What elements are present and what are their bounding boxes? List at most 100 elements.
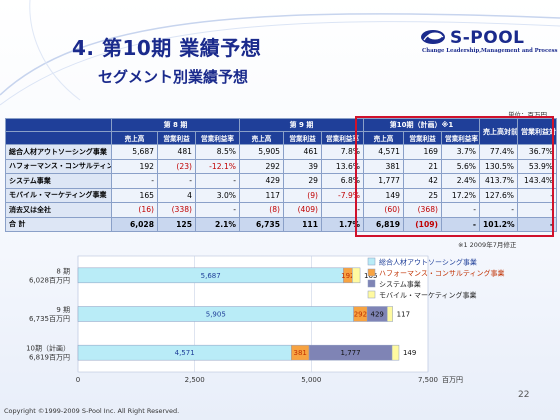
legend-label: 総合人材アウトソーシング事業 [379,258,477,267]
copyright-footer: Copyright ©1999-2009 S-Pool Inc. All Rig… [4,407,180,415]
revision-note: ※1 2009年7月修正 [458,241,517,249]
table-cell: 13.6% [321,158,364,174]
table-cell: 461 [283,144,322,160]
table-cell: - [440,216,481,232]
table-cell: 21 [403,158,442,174]
table-cell: 2.1% [195,216,240,232]
bar-value-label: 5,687 [201,272,221,280]
metric-header: 営業利益 [283,131,322,145]
decorative-swoosh [0,0,560,106]
table-cell: 111 [283,216,322,232]
legend-label: システム事業 [379,280,421,289]
row-label: ハフォーマンス・コンサルティング事業 [5,158,112,174]
table-cell: - [321,202,364,218]
metric-header: 売上高 [111,131,158,145]
x-unit-label: 百万円 [442,376,463,384]
bar-segment [386,306,393,322]
table-cell: 77.4% [479,144,519,160]
legend-label: ハフォーマンス・コンサルティング事業 [379,269,504,278]
logo-text: S-POOL [450,28,525,48]
bar-value-label: 381 [294,349,307,357]
yoy-profit-header: 営業利益対前年比 [517,118,558,145]
table-cell: (368) [403,202,442,218]
bar-value-label: 292 [354,311,367,319]
table-cell: (16) [111,202,158,218]
row-label: 総合人材アウトソーシング事業 [5,144,112,160]
page-number: 22 [518,390,530,400]
table-cell: (9) [283,187,322,203]
table-cell: 5.6% [440,158,481,174]
category-label: 10期（計画） [26,344,70,353]
metric-header: 営業利益率 [195,131,240,145]
table-cell: 4,571 [363,144,404,160]
table-cell: 125 [157,216,196,232]
table-cell: - [517,202,558,218]
table-cell: 1.7% [321,216,364,232]
period-header: 第 8 期 [111,118,240,132]
table-cell: 169 [403,144,442,160]
table-cell: 413.7% [479,173,519,189]
metric-header: 売上高 [363,131,404,145]
metric-header: 営業利益 [403,131,442,145]
table-cell: -7.9% [321,187,364,203]
table-cell: 143.4% [517,173,558,189]
category-label: 8 期 [56,267,70,275]
table-cell: 8.5% [195,144,240,160]
table-cell: (60) [363,202,404,218]
yoy-sales-header: 売上高対前年比 [479,118,519,145]
period-header: 第10期（計画）※1 [362,118,481,132]
table-cell: 39 [283,158,322,174]
x-tick-label: 0 [76,376,80,384]
table-cell: - [157,173,196,189]
table-cell: (8) [239,202,284,218]
table-cell: 130.5% [479,158,519,174]
table-cell: 53.9% [517,158,558,174]
table-cell: (23) [157,158,196,174]
x-tick-label: 5,000 [301,376,321,384]
table-cell: 149 [363,187,404,203]
row-label: モバイル・マーケティング事業 [5,187,112,203]
header-row-metrics: 売上高 営業利益 営業利益率 売上高 営業利益 営業利益率 売上高 営業利益 営業利益率 [5,131,557,145]
x-tick-label: 2,500 [185,376,205,384]
table-cell: 7.8% [321,144,364,160]
table-cell: 3.0% [195,187,240,203]
metric-header: 営業利益率 [440,131,481,145]
table-cell: 42 [403,173,442,189]
bar-value-label: 4,571 [175,349,195,357]
page-title: 4. 第10期 業績予想 [72,36,262,60]
corner-cell [5,118,112,132]
table-cell: 192 [111,158,158,174]
legend-swatch [367,279,376,288]
table-cell: - [517,187,558,203]
table-row: 消去又は全社 (16) (338) - (8) (409) - (60) (368) - - - [5,202,558,218]
table-cell: (109) [403,216,442,232]
table-cell: 117 [239,187,284,203]
table-cell: - [440,202,481,218]
metric-header: 営業利益率 [321,131,364,145]
bar-value-label: 117 [397,311,410,319]
table-row: システム事業 - - -429 29 6.8% 1,777 42 2.4% 413.7% 143.4… [5,173,558,189]
logo-tagline: Change Leadership,Management and Process [422,48,558,54]
bar-value-label: 192 [341,272,354,280]
table-cell: - [517,216,558,232]
title-area: 4. 第10期 業績予想 セグメント別業績予想 S-POOL Change Le… [0,0,560,106]
table-cell: 381 [363,158,404,174]
category-total-label: 6,028百万円 [29,276,70,284]
table-cell: 429 [239,173,284,189]
legend-label: モバイル・マーケティング事業 [379,291,476,300]
table-cell: 6,735 [239,216,284,232]
legend-swatch [367,257,376,266]
metric-header: 営業利益 [157,131,196,145]
page-subtitle: セグメント別業績予想 [98,68,249,86]
table-cell: -12.1% [195,158,240,174]
category-total-label: 6,735百万円 [29,315,70,323]
row-label: システム事業 [5,173,112,189]
metric-header: 売上高 [239,131,284,145]
table-cell: 292 [239,158,284,174]
table-cell: 481 [157,144,196,160]
table-cell: 127.6% [479,187,519,203]
category-label: 9 期 [56,306,70,314]
table-cell: (338) [157,202,196,218]
